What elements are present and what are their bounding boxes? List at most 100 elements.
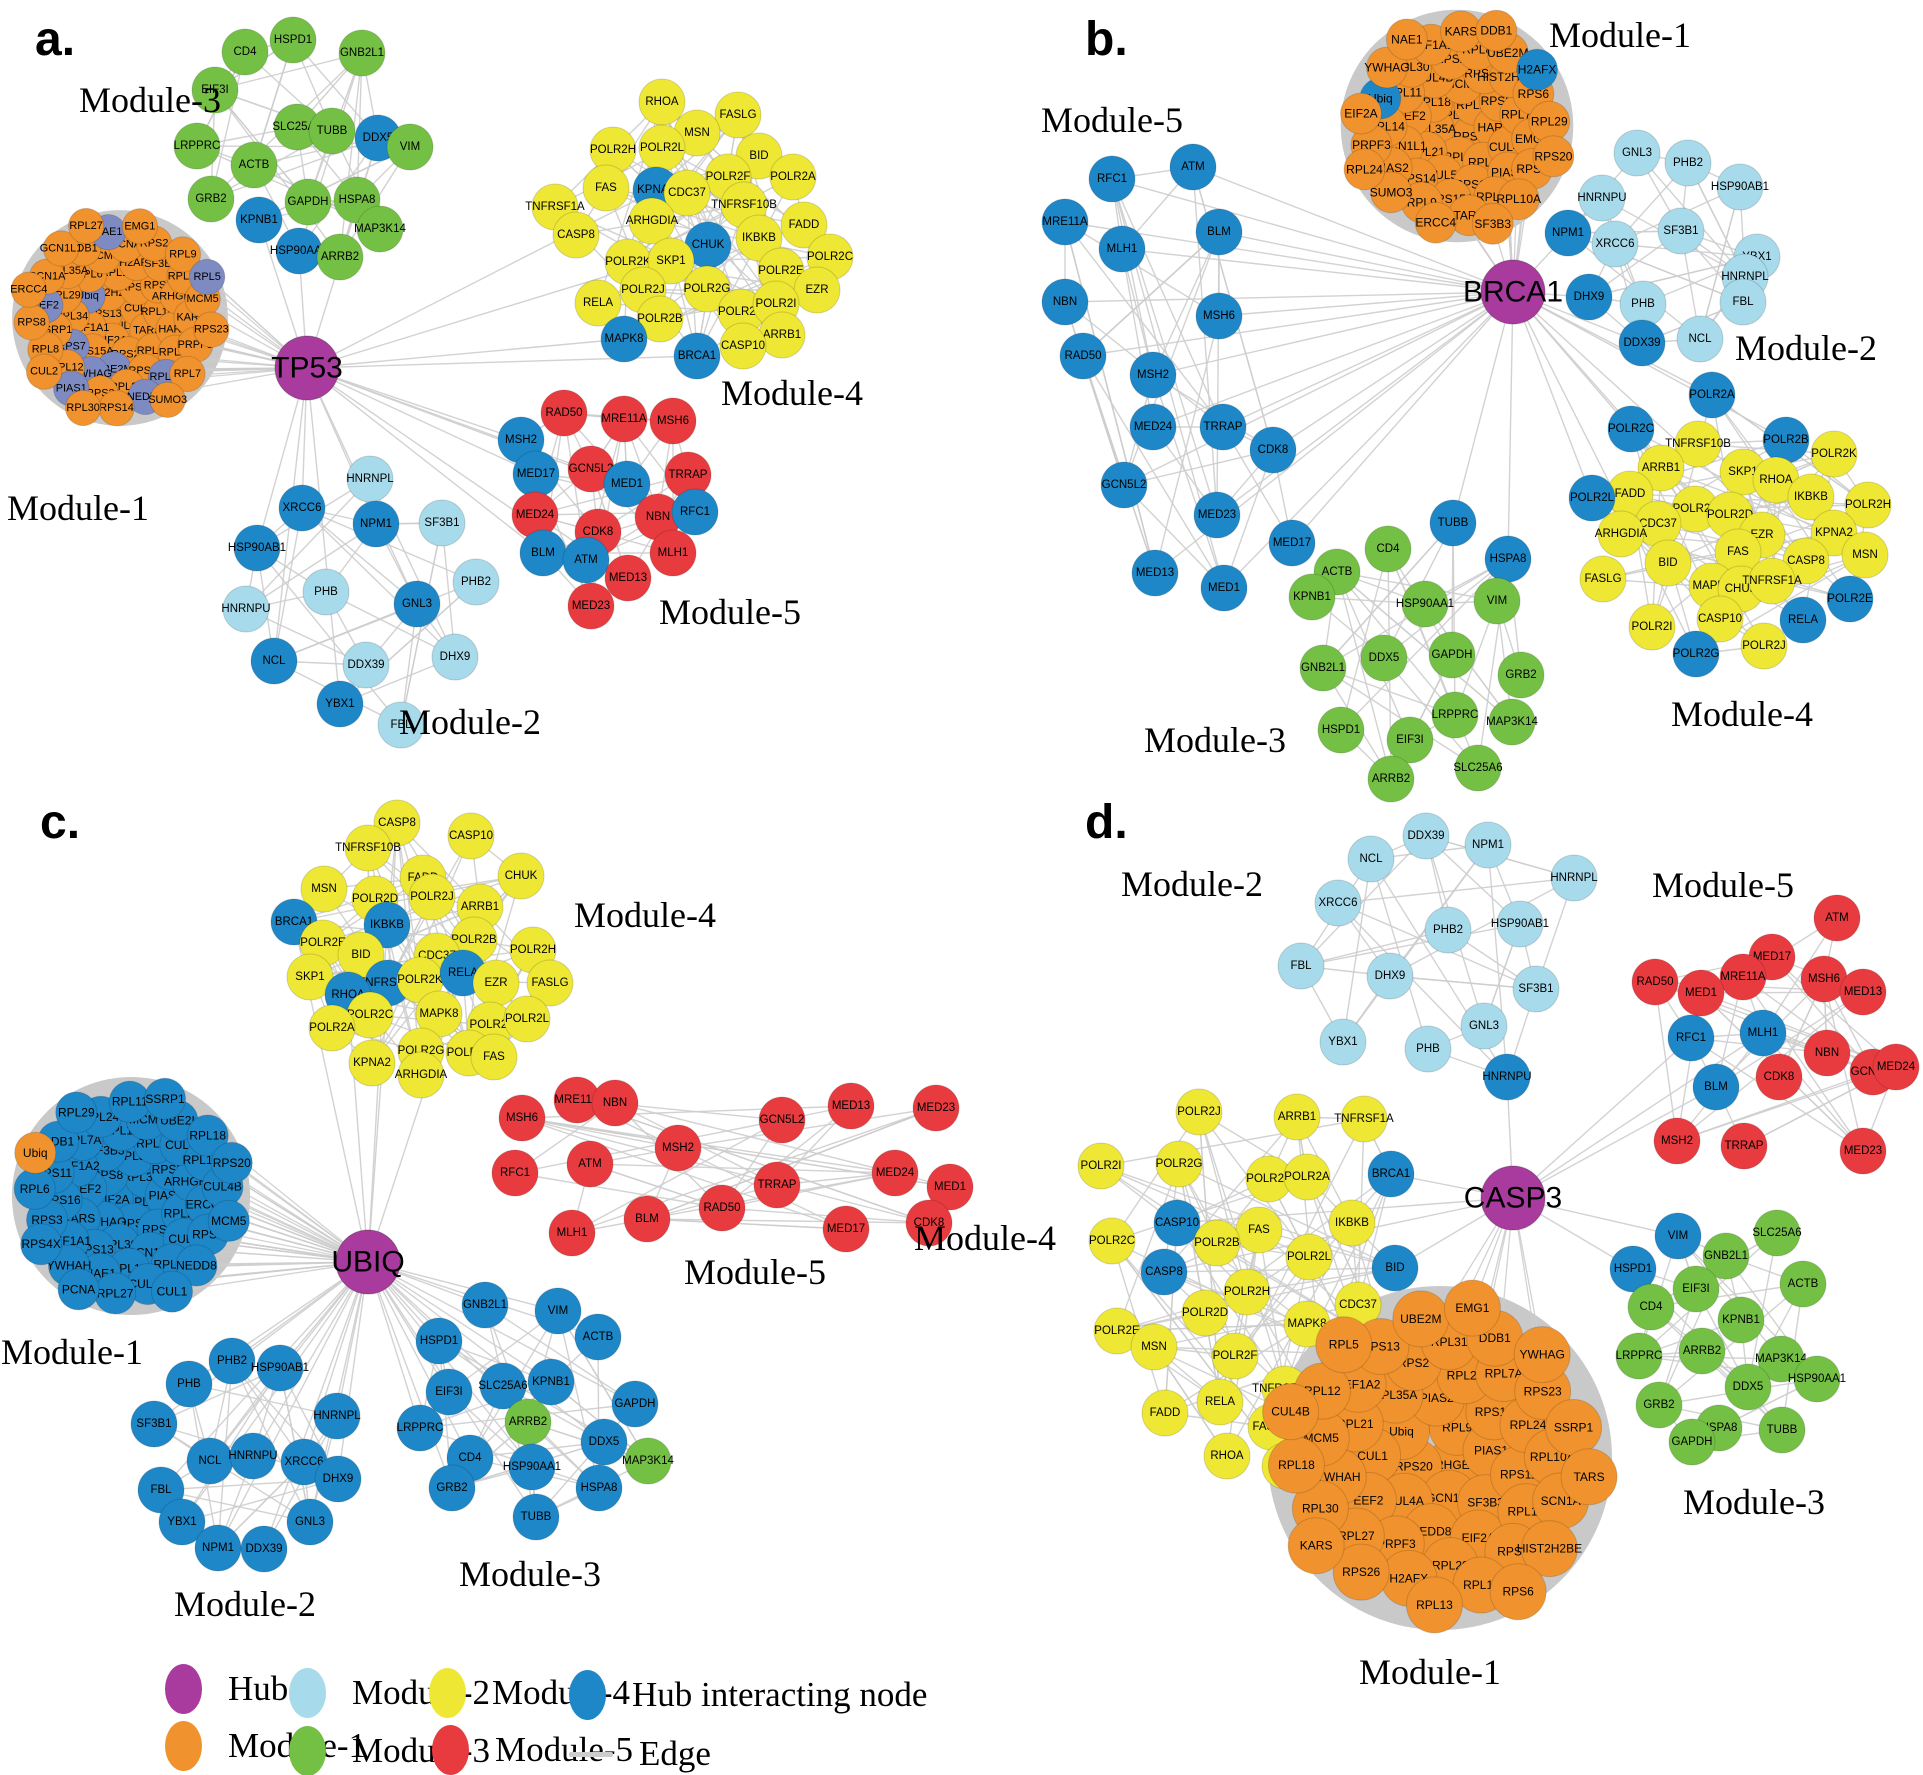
network-node[interactable]: DDX39	[240, 1525, 288, 1573]
network-node-cluster[interactable]: EMG1	[121, 208, 159, 245]
network-node[interactable]: POLR2H	[589, 126, 637, 174]
network-node[interactable]: POLR2G	[1155, 1140, 1203, 1188]
node-circle[interactable]	[600, 395, 648, 443]
node-circle[interactable]	[683, 265, 731, 313]
network-node[interactable]: HNRNPL	[1550, 854, 1598, 902]
node-circle[interactable]	[20, 1223, 63, 1266]
network-node[interactable]: DHX9	[314, 1455, 362, 1503]
node-circle[interactable]	[1401, 580, 1449, 628]
node-circle[interactable]	[1607, 405, 1655, 453]
node-circle[interactable]	[534, 1287, 582, 1335]
network-node[interactable]: MAPK8	[415, 990, 463, 1038]
node-circle[interactable]	[207, 1199, 250, 1242]
network-node[interactable]: DDX5	[1724, 1363, 1772, 1411]
network-node[interactable]: MSN	[673, 109, 721, 157]
node-circle[interactable]	[624, 1437, 672, 1485]
node-circle[interactable]	[393, 580, 441, 628]
node-circle[interactable]	[1631, 958, 1679, 1006]
node-circle[interactable]	[286, 953, 334, 1001]
node-circle[interactable]	[452, 558, 500, 606]
network-node[interactable]: GAPDH	[1668, 1418, 1716, 1466]
node-circle[interactable]	[1460, 1002, 1508, 1050]
network-node[interactable]: TRRAP	[753, 1161, 801, 1209]
network-node[interactable]: ARHGDIA	[395, 1051, 448, 1099]
network-node[interactable]: MSH2	[654, 1124, 702, 1172]
network-node[interactable]: TNFRSF1A	[1334, 1095, 1394, 1143]
node-circle[interactable]	[1628, 603, 1676, 651]
network-node[interactable]: HSP90AA1	[270, 227, 328, 275]
network-node[interactable]: FBL	[1719, 278, 1767, 326]
node-circle[interactable]	[121, 208, 159, 245]
node-circle[interactable]	[1724, 1363, 1772, 1411]
node-circle[interactable]	[1370, 171, 1412, 214]
network-node[interactable]: SLC25A6	[1752, 1209, 1802, 1257]
node-circle[interactable]	[1424, 906, 1472, 954]
network-node[interactable]: FASLG	[526, 959, 574, 1007]
node-circle[interactable]	[1676, 315, 1724, 363]
node-circle[interactable]	[600, 315, 648, 363]
node-circle[interactable]	[1637, 444, 1685, 492]
network-node[interactable]: HSP90AB1	[1491, 900, 1549, 948]
node-circle[interactable]	[1088, 155, 1136, 203]
node-circle[interactable]	[447, 812, 495, 860]
network-node[interactable]: POLR2G	[683, 265, 731, 313]
network-node[interactable]: FAS	[582, 164, 630, 212]
node-circle[interactable]	[649, 397, 697, 445]
network-node-cluster[interactable]: RPS20	[1532, 135, 1575, 178]
network-node[interactable]: ARRB1	[1637, 444, 1685, 492]
node-circle[interactable]	[1405, 1576, 1463, 1634]
network-node[interactable]: VIM	[534, 1287, 582, 1335]
node-circle[interactable]	[230, 141, 278, 189]
network-node-cluster[interactable]: RPS14	[98, 390, 135, 427]
node-circle[interactable]	[1627, 1283, 1675, 1331]
node-circle[interactable]	[582, 164, 630, 212]
node-circle[interactable]	[548, 1209, 596, 1257]
node-circle[interactable]	[912, 1084, 960, 1132]
network-node[interactable]: MSH6	[649, 397, 697, 445]
node-circle[interactable]	[1317, 706, 1365, 754]
node-circle[interactable]	[1332, 1543, 1390, 1601]
network-node[interactable]: RAD50	[540, 389, 588, 437]
network-node-cluster[interactable]: RPL27	[67, 207, 105, 245]
network-node[interactable]: POLR2B	[1193, 1219, 1241, 1267]
node-circle[interactable]	[1130, 1323, 1178, 1371]
node-circle[interactable]	[769, 153, 817, 201]
network-node[interactable]: ARRB2	[504, 1398, 552, 1446]
network-node[interactable]: CDK8	[1249, 426, 1297, 474]
network-node[interactable]: FADD	[1141, 1389, 1189, 1437]
network-node[interactable]: DHX9	[431, 633, 479, 681]
network-node-cluster[interactable]: NEDD8	[175, 1244, 218, 1287]
network-node[interactable]: HNRNPU	[228, 1432, 278, 1480]
node-circle[interactable]	[1414, 201, 1457, 244]
node-circle[interactable]	[1385, 18, 1428, 61]
node-circle[interactable]	[540, 389, 588, 437]
network-node[interactable]: HSPD1	[1317, 706, 1365, 754]
node-circle[interactable]	[396, 1404, 444, 1452]
network-node[interactable]: RFC1	[671, 488, 719, 536]
node-circle[interactable]	[1443, 1279, 1501, 1337]
network-node[interactable]: ATM	[566, 1140, 614, 1188]
network-node[interactable]: TRRAP	[1720, 1122, 1768, 1170]
node-circle[interactable]	[1512, 965, 1560, 1013]
network-node[interactable]: NCL	[1347, 835, 1395, 883]
node-circle[interactable]	[1367, 755, 1415, 803]
node-circle[interactable]	[1088, 1217, 1136, 1265]
node-circle[interactable]	[1235, 1206, 1283, 1254]
network-node[interactable]: MLH1	[1739, 1009, 1787, 1057]
node-circle[interactable]	[356, 205, 404, 253]
network-node[interactable]: MSN	[1841, 531, 1889, 579]
network-node[interactable]: NCL	[250, 637, 298, 685]
node-circle[interactable]	[1497, 178, 1540, 221]
network-node[interactable]: PHB	[1404, 1025, 1452, 1073]
network-node[interactable]: POLR2C	[1088, 1217, 1136, 1265]
node-circle[interactable]	[1181, 1289, 1229, 1337]
network-node[interactable]: ARRB1	[1273, 1093, 1321, 1141]
node-circle[interactable]	[173, 122, 221, 170]
hub-node[interactable]: TP53	[271, 335, 343, 401]
node-circle[interactable]	[1839, 1127, 1887, 1175]
network-node[interactable]: POLR2F	[1211, 1332, 1259, 1380]
network-node[interactable]: MED1	[1677, 969, 1725, 1017]
network-node[interactable]: MSH6	[498, 1094, 546, 1142]
node-circle[interactable]	[827, 1082, 875, 1130]
network-node[interactable]: CDC37	[663, 169, 711, 217]
